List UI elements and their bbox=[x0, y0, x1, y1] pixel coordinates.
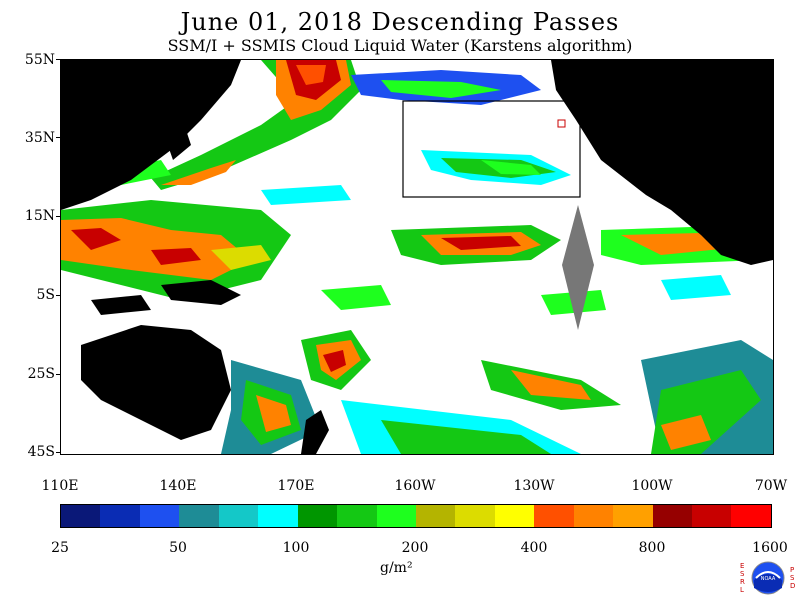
lon-label-70w: 70W bbox=[754, 478, 788, 494]
emblem-wave bbox=[754, 574, 782, 592]
colorbar-label: 400 bbox=[520, 540, 548, 556]
tick bbox=[56, 59, 61, 60]
land bbox=[61, 60, 773, 454]
cloud-field bbox=[61, 60, 773, 454]
colorbar-segment bbox=[297, 505, 338, 527]
colorbar-label: 1600 bbox=[752, 540, 788, 556]
chart-title: June 01, 2018 Descending Passes bbox=[180, 8, 620, 36]
colorbar-segment bbox=[731, 505, 771, 527]
small-red-box bbox=[557, 119, 566, 128]
tick bbox=[56, 295, 61, 296]
colorbar-label: 800 bbox=[638, 540, 666, 556]
colorbar-segment bbox=[573, 505, 614, 527]
colorbar bbox=[60, 504, 772, 528]
tick bbox=[56, 374, 61, 375]
colorbar-label: 100 bbox=[282, 540, 310, 556]
colorbar-segment bbox=[218, 505, 259, 527]
colorbar-segment bbox=[258, 505, 298, 527]
colorbar-segment bbox=[376, 505, 416, 527]
lat-label-55n: 55N bbox=[24, 52, 55, 68]
colorbar-segment bbox=[415, 505, 456, 527]
tick bbox=[56, 137, 61, 138]
colorbar-segment bbox=[692, 505, 732, 527]
highlight-box bbox=[402, 100, 581, 198]
colorbar-segment bbox=[139, 505, 180, 527]
colorbar-label: 200 bbox=[401, 540, 429, 556]
lon-label-170e: 170E bbox=[277, 478, 315, 494]
lat-label-45s: 45S bbox=[27, 444, 55, 460]
lon-label-160w: 160W bbox=[394, 478, 436, 494]
lon-label-130w: 130W bbox=[513, 478, 555, 494]
map-svg bbox=[61, 60, 773, 454]
lon-label-140e: 140E bbox=[159, 478, 197, 494]
colorbar-segment bbox=[337, 505, 377, 527]
colorbar-segment bbox=[455, 505, 495, 527]
colorbar-segment bbox=[179, 505, 219, 527]
lat-label-35n: 35N bbox=[24, 130, 55, 146]
lat-label-15n: 15N bbox=[24, 208, 55, 224]
lon-label-110e: 110E bbox=[41, 478, 79, 494]
cloud-water-map bbox=[60, 59, 774, 455]
lon-label-100w: 100W bbox=[631, 478, 673, 494]
colorbar-label: 25 bbox=[51, 540, 69, 556]
colorbar-segment bbox=[613, 505, 653, 527]
colorbar-units: g/m² bbox=[380, 560, 413, 576]
colorbar-segment bbox=[652, 505, 692, 527]
tick bbox=[56, 216, 61, 217]
no-data-swath bbox=[562, 205, 594, 330]
colorbar-segment bbox=[494, 505, 535, 527]
colorbar-segment bbox=[100, 505, 140, 527]
colorbar-segment bbox=[61, 505, 101, 527]
chart-subtitle: SSM/I + SSMIS Cloud Liquid Water (Karste… bbox=[167, 36, 633, 55]
emblem-bird bbox=[755, 571, 781, 579]
logo-center-text: NOAA bbox=[761, 576, 776, 582]
colorbar-label: 50 bbox=[169, 540, 187, 556]
colorbar-segment bbox=[534, 505, 574, 527]
lat-label-5s: 5S bbox=[36, 287, 56, 303]
tick bbox=[56, 452, 61, 453]
lat-label-25s: 25S bbox=[27, 366, 55, 382]
